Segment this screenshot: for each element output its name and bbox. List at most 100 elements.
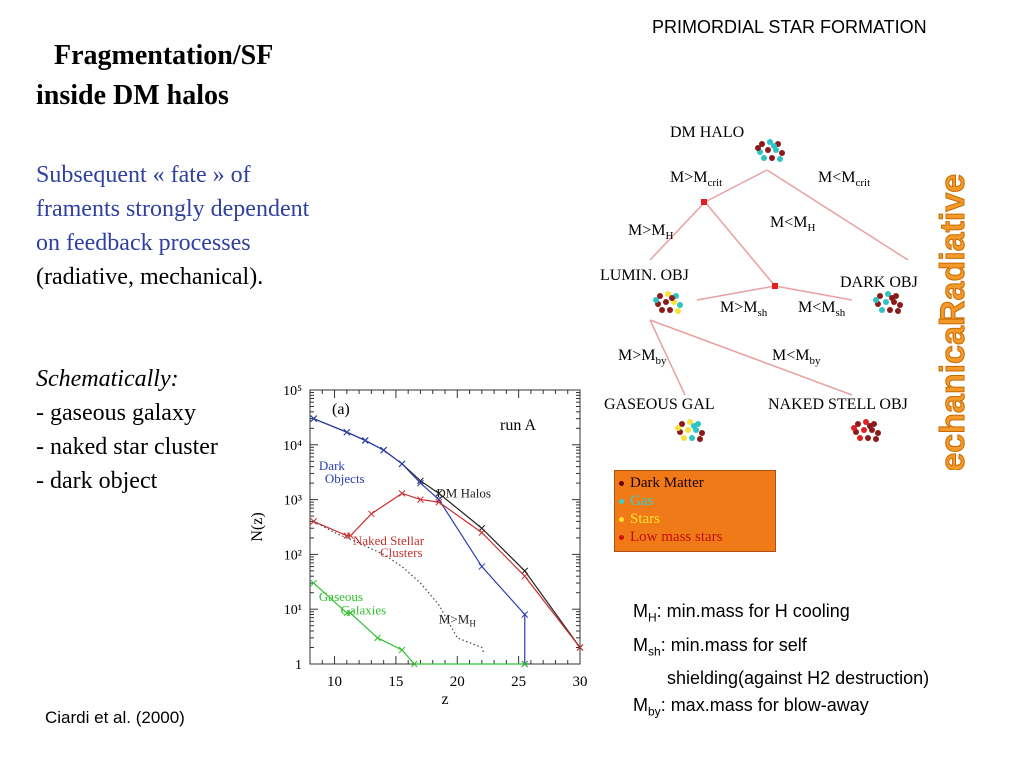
dm-halo-label: DM HALO	[670, 124, 744, 141]
data-point	[435, 498, 443, 506]
radiative-label: Radiative	[934, 174, 972, 325]
y-axis-label: N(z)	[249, 512, 266, 541]
dot-icon	[619, 499, 624, 505]
data-point	[521, 567, 529, 575]
particle-dot	[667, 307, 673, 313]
schematic-item: - gaseous galaxy	[36, 400, 196, 426]
data-point	[478, 563, 486, 570]
data-point	[478, 529, 486, 536]
data-point	[417, 479, 424, 487]
lumin-obj-label: LUMIN. OBJ	[600, 267, 689, 284]
definition-msh: Msh: min.mass for self	[633, 634, 807, 659]
particle-dot	[697, 436, 703, 442]
title-line-2: inside DM halos	[36, 80, 229, 111]
particle-dot	[865, 435, 871, 441]
particle-dot	[699, 430, 705, 436]
particle-dot	[875, 430, 881, 436]
particle-dot	[883, 299, 889, 305]
y-tick-label: 10⁴	[283, 439, 302, 454]
dark-obj-cluster-icon	[873, 291, 903, 314]
mass-definitions: MH: min.mass for H cooling Msh: min.mass…	[633, 598, 929, 726]
dot-icon	[619, 481, 624, 487]
definition-msh-cont: shielding(against H2 destruction)	[667, 668, 930, 689]
data-point	[361, 437, 369, 444]
mechanical-label: Mechanical	[934, 317, 972, 470]
series-annotation: Naked Stellar	[353, 533, 425, 548]
y-tick-label: 10²	[284, 548, 302, 563]
series-annotation: Dark	[319, 458, 345, 473]
x-tick-label: 30	[573, 674, 588, 690]
schematic-item: - naked star cluster	[36, 434, 218, 460]
particle-dot	[873, 297, 879, 303]
legend-item-stars: Stars	[619, 510, 660, 528]
m-gt-crit-label: M>Mcrit	[670, 169, 722, 189]
particle-dot	[679, 421, 685, 427]
data-point	[380, 446, 387, 454]
particle-dot	[867, 423, 873, 429]
x-tick-label: 10	[327, 674, 342, 690]
particle-dot	[889, 295, 895, 301]
particle-dot	[879, 307, 885, 313]
particle-dot	[681, 435, 687, 441]
particle-dot	[857, 435, 863, 441]
y-tick-label: 1	[295, 658, 302, 673]
particle-dot	[663, 299, 669, 305]
data-point	[576, 644, 584, 651]
series-annotation: Gaseous	[319, 589, 363, 604]
particle-dot	[669, 295, 675, 301]
data-point	[347, 609, 354, 617]
particle-dot	[653, 297, 659, 303]
run-label: run A	[500, 417, 536, 434]
particle-legend: Dark Matter Gas Stars Low mass stars	[614, 470, 776, 552]
data-point	[310, 415, 318, 423]
citation: Ciardi et al. (2000)	[45, 708, 185, 727]
particle-dot	[691, 423, 697, 429]
particle-dot	[851, 425, 857, 431]
particle-dot	[777, 156, 783, 162]
dm-halo-cluster-icon	[755, 139, 785, 162]
m-lt-sh-label: M<Msh	[798, 299, 846, 319]
particle-dot	[771, 143, 777, 149]
y-tick-label: 10¹	[284, 603, 302, 618]
description-highlight: Subsequent « fate » of framents strongly…	[36, 162, 310, 256]
data-point	[521, 572, 529, 580]
fate-tree-diagram: DM HALO M>Mcrit M<Mcrit M>MH M<MH LUMIN.…	[600, 124, 973, 470]
particle-dot	[863, 419, 869, 425]
series-annotation: M>MH	[439, 611, 476, 628]
title-line-1: Fragmentation/SF	[54, 40, 274, 71]
particle-dot	[885, 291, 891, 297]
legend-item-low-mass-stars: Low mass stars	[619, 528, 723, 546]
series-annotation: Objects	[325, 471, 365, 486]
naked-stell-obj-label: NAKED STELL OBJ	[768, 396, 908, 413]
particle-dot	[685, 427, 691, 433]
naked-stell-cluster-icon	[851, 419, 881, 442]
particle-dot	[675, 308, 681, 314]
data-point	[417, 477, 424, 485]
m-lt-crit-label: M<Mcrit	[818, 169, 870, 189]
gaseous-gal-label: GASEOUS GAL	[604, 396, 715, 413]
data-point	[398, 490, 406, 497]
y-tick-label: 10³	[284, 494, 302, 509]
y-tick-label: 10⁵	[283, 384, 302, 399]
lumin-obj-cluster-icon	[653, 291, 683, 314]
schematic-heading: Schematically:	[36, 366, 179, 392]
data-point	[417, 496, 424, 503]
data-point	[521, 660, 529, 668]
series-line	[313, 520, 485, 655]
number-evolution-chart: 10 15 20 25 30 1 10¹ 10² 10³ 10⁴ 10⁵ z N(z) (a) run A D…	[249, 384, 588, 708]
particle-dot	[873, 436, 879, 442]
particle-dot	[895, 308, 901, 314]
legend-item-gas: Gas	[619, 492, 653, 510]
particle-dot	[855, 421, 861, 427]
particle-dot	[759, 141, 765, 147]
series-line	[313, 418, 526, 664]
data-point	[343, 428, 351, 436]
dark-obj-label: DARK OBJ	[840, 274, 918, 291]
series-annotation: DM Halos	[436, 485, 491, 500]
definition-mby: Mby: max.mass for blow-away	[633, 695, 869, 719]
data-point	[310, 579, 318, 587]
data-point	[435, 490, 443, 497]
panel-label: (a)	[332, 401, 350, 418]
gaseous-gal-cluster-icon	[675, 419, 705, 442]
x-tick-label: 20	[450, 674, 465, 690]
